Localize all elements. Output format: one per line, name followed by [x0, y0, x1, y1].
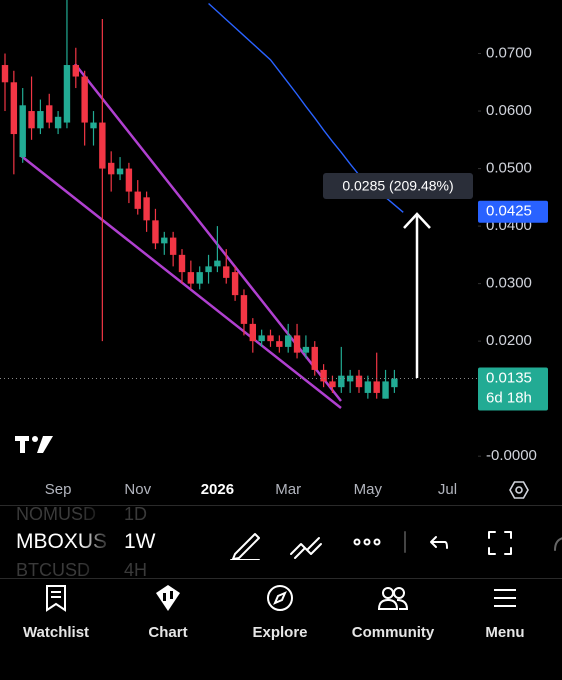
- nav-community[interactable]: Community: [337, 578, 449, 641]
- last-price-box: [478, 367, 548, 411]
- candle-body: [187, 272, 195, 284]
- y-tick-label: 0.0500: [486, 160, 532, 177]
- last-price-label: 0.0135: [486, 370, 532, 387]
- y-tick-label: 0.0700: [486, 44, 532, 61]
- fullscreen[interactable]: [488, 531, 512, 555]
- candle-body: [223, 266, 230, 278]
- x-tick-label: Sep: [45, 481, 72, 498]
- candle-body: [37, 111, 44, 129]
- measure-label: 0.0285 (209.48%): [342, 178, 453, 194]
- candle-body: [178, 254, 186, 273]
- candle-body: [99, 122, 106, 169]
- x-tick-label: Jul: [438, 481, 457, 498]
- candle-body: [19, 105, 26, 158]
- candle-body: [338, 375, 345, 388]
- y-tick-label: 0.0800: [486, 0, 532, 4]
- next-interval: 4H: [124, 560, 148, 579]
- candle-body: [302, 346, 310, 353]
- measure-label-box: [323, 173, 473, 199]
- candle-body: [276, 341, 283, 347]
- x-tick-label: 2026: [201, 481, 234, 498]
- nav-label: Menu: [485, 624, 525, 641]
- bottom-nav: Watchlist Chart Explore Community Menu: [0, 578, 562, 680]
- nav-label: Community: [351, 624, 435, 641]
- candle-body: [391, 378, 398, 388]
- candle-body: [373, 381, 380, 393]
- candle-body: [10, 82, 18, 135]
- settings-icon[interactable]: [509, 481, 529, 499]
- x-tick-label: Mar: [275, 481, 301, 498]
- candle-body: [152, 220, 159, 244]
- nav-watchlist[interactable]: Watchlist: [0, 578, 112, 641]
- candle-body: [320, 369, 327, 382]
- nav-label: Chart: [148, 624, 188, 641]
- nav-chart[interactable]: Chart: [112, 578, 224, 641]
- y-tick-label: 0.0600: [486, 102, 532, 119]
- x-tick-label: May: [354, 481, 383, 498]
- ma-price-label: 0.0425: [486, 203, 532, 220]
- interval[interactable]: 1W: [124, 530, 156, 553]
- next-symbol: BTCUSD: [16, 560, 91, 579]
- brush-tool[interactable]: [230, 533, 260, 560]
- candle-body: [258, 335, 265, 342]
- candle-body: [293, 335, 301, 353]
- candle-body: [125, 168, 133, 192]
- candle-body: [81, 76, 88, 123]
- candle-body: [116, 168, 124, 175]
- candle-body: [72, 65, 79, 77]
- toolbar: NOMUSD 1D MBOXUS 1W BTCUSD 4H: [0, 505, 562, 579]
- candle-body: [240, 295, 248, 324]
- candle-body: [161, 237, 168, 244]
- candle-body: [364, 381, 372, 393]
- candle-body: [205, 266, 212, 273]
- x-tick-label: Nov: [124, 481, 151, 498]
- measure-arrow-head: [403, 212, 431, 229]
- candle-body: [143, 197, 150, 221]
- candle-body: [231, 272, 239, 296]
- candle-body: [382, 381, 389, 399]
- candle-body: [169, 237, 177, 255]
- wedge-lower-line: [19, 154, 342, 409]
- candle-body: [329, 381, 336, 388]
- candle-body: [46, 105, 53, 123]
- candle-body: [108, 162, 115, 175]
- candle-body: [63, 65, 71, 123]
- undo[interactable]: [430, 536, 448, 549]
- candle-body: [134, 191, 141, 209]
- more-tools[interactable]: [353, 538, 361, 546]
- fade: [80, 506, 112, 578]
- nav-explore[interactable]: Explore: [224, 578, 336, 641]
- tool-icons: [230, 531, 562, 560]
- y-tick-label: 0.0300: [486, 275, 532, 292]
- ma-price-box: [478, 200, 548, 223]
- candle-body: [54, 116, 62, 129]
- y-tick-label: 0.0200: [486, 332, 532, 349]
- candle-body: [1, 65, 9, 83]
- chart: 0.0285 (209.48%) 0.0800 0.0700 0.0600 0.050…: [0, 0, 548, 499]
- nav-menu[interactable]: Menu: [449, 578, 561, 641]
- candle-body: [90, 122, 97, 129]
- y-tick-label: -0.0000: [486, 447, 537, 464]
- candle-body: [196, 272, 203, 284]
- nav-label: Explore: [252, 624, 308, 641]
- candle-body: [267, 335, 274, 342]
- nav-label: Watchlist: [22, 624, 90, 641]
- candle-body: [311, 346, 318, 370]
- candle-body: [346, 375, 354, 382]
- candle-body: [285, 335, 292, 347]
- plot-area: [1, 0, 404, 409]
- trend-tool[interactable]: [290, 537, 322, 559]
- tv-logo: [15, 436, 53, 453]
- candle-body: [355, 375, 363, 388]
- prev-interval: 1D: [124, 505, 148, 524]
- prev-symbol: NOMUSD: [16, 505, 96, 524]
- candle-body: [28, 111, 35, 129]
- candle-body: [249, 323, 256, 342]
- more-edge: [554, 537, 562, 551]
- candle-body: [214, 260, 221, 267]
- countdown-label: 6d 18h: [486, 390, 532, 407]
- wedge-upper-line: [74, 63, 342, 402]
